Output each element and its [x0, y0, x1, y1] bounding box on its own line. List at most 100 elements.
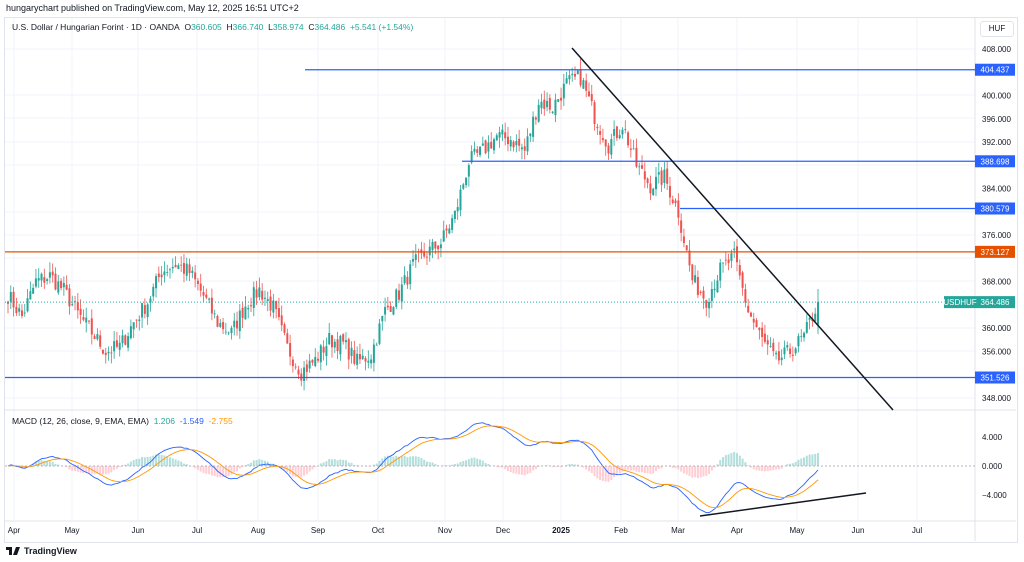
macd-histogram-bar	[300, 466, 303, 478]
candle	[688, 250, 691, 266]
last-price-badge	[944, 296, 1015, 309]
candle	[60, 280, 63, 289]
candle	[627, 132, 630, 146]
macd-histogram-bar	[88, 466, 90, 473]
macd-histogram-bar	[182, 463, 185, 466]
candle	[786, 345, 789, 348]
candle	[127, 336, 130, 348]
time-tick-label: May	[64, 526, 79, 535]
candle	[283, 324, 286, 333]
candle	[375, 344, 378, 346]
candle	[177, 265, 180, 270]
candle	[32, 287, 35, 294]
candle	[344, 340, 347, 343]
candle	[493, 139, 495, 151]
candle	[710, 289, 713, 302]
candle	[685, 245, 688, 251]
candle	[803, 332, 806, 338]
time-tick-label: Dec	[496, 526, 510, 535]
candle	[702, 290, 705, 299]
candle	[696, 277, 699, 296]
candle	[479, 146, 482, 156]
candle	[219, 322, 222, 327]
candle	[381, 315, 384, 322]
candle	[671, 199, 674, 203]
macd-histogram-bar	[635, 466, 638, 472]
macd-histogram-bar	[57, 464, 60, 466]
candle	[171, 266, 174, 269]
candle	[255, 289, 258, 298]
candle	[289, 342, 292, 357]
candle	[364, 358, 367, 362]
candle	[736, 246, 738, 263]
candle	[666, 168, 669, 184]
candle	[233, 320, 236, 328]
candle	[635, 147, 638, 167]
macd-histogram-bar	[551, 466, 554, 468]
candle	[451, 218, 454, 230]
candle	[448, 228, 451, 234]
currency-button[interactable]: HUF	[980, 21, 1014, 37]
macd-histogram-bar	[43, 460, 46, 466]
candle	[303, 367, 306, 382]
macd-histogram-bar	[629, 466, 632, 471]
level-price-label: 388.698	[981, 157, 1010, 166]
open-label: O	[184, 22, 192, 32]
candle	[437, 245, 440, 250]
candle	[593, 102, 596, 124]
candle	[777, 351, 780, 361]
level-price-badge	[975, 63, 1015, 76]
macd-hist-value: 1.206	[153, 416, 175, 426]
macd-histogram-bar	[71, 466, 74, 471]
macd-histogram-bar	[451, 464, 454, 466]
candle	[43, 277, 46, 283]
macd-histogram-bar	[143, 457, 146, 466]
macd-histogram-bar	[423, 459, 426, 466]
candle	[135, 319, 138, 321]
candle	[311, 359, 314, 363]
macd-histogram-bar	[677, 466, 680, 470]
price-tick-label: 360.000	[982, 324, 1011, 333]
macd-histogram-bar	[526, 466, 529, 475]
macd-histogram-bar	[336, 460, 339, 466]
symbol-title: U.S. Dollar / Hungarian Forint · 1D · OA…	[12, 22, 180, 32]
macd-histogram-bar	[166, 456, 169, 466]
macd-histogram-bar	[481, 460, 484, 466]
candle	[638, 166, 641, 168]
candle	[169, 269, 171, 271]
macd-histogram-bar	[520, 466, 523, 475]
macd-histogram-bar	[727, 454, 730, 466]
macd-histogram-bar	[506, 466, 509, 472]
macd-histogram-bar	[479, 459, 482, 466]
macd-histogram-bar	[34, 461, 37, 466]
candle	[62, 283, 65, 288]
macd-histogram-bar	[456, 463, 459, 466]
macd-histogram-bar	[719, 460, 722, 466]
candle	[185, 263, 188, 276]
macd-histogram-bar	[177, 460, 180, 466]
macd-histogram-bar	[624, 466, 627, 470]
candle	[571, 73, 574, 76]
macd-histogram-bar	[660, 466, 663, 469]
candle	[386, 305, 389, 308]
candle	[727, 259, 730, 264]
macd-histogram-bar	[194, 466, 197, 469]
candle	[342, 334, 345, 342]
macd-histogram-bar	[576, 464, 579, 466]
candle	[599, 130, 602, 135]
macd-histogram-bar	[236, 466, 239, 472]
macd-histogram-bar	[185, 464, 188, 466]
candle	[317, 358, 320, 361]
macd-histogram-bar	[46, 461, 49, 466]
macd-histogram-bar	[127, 463, 130, 466]
candle	[520, 147, 523, 150]
candle	[758, 327, 761, 331]
macd-histogram-bar	[668, 466, 671, 468]
macd-histogram-bar	[705, 466, 708, 476]
candle	[297, 369, 300, 375]
candle	[51, 271, 54, 276]
candle	[537, 104, 540, 122]
candle	[196, 280, 199, 284]
level-price-badge	[975, 202, 1015, 215]
